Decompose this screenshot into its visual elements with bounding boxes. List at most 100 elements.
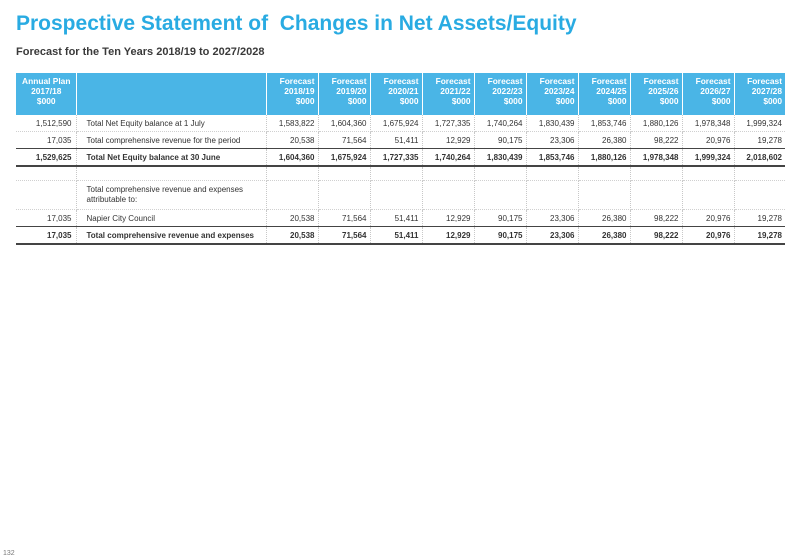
table-cell bbox=[734, 166, 785, 181]
header-line: 2025/26 bbox=[648, 86, 679, 96]
header-line: $000 bbox=[451, 96, 471, 106]
table-cell: 12,929 bbox=[422, 209, 475, 227]
net-assets-equity-table: Annual Plan 2017/18 $000 Forecast 2018/19 $0… bbox=[16, 73, 785, 245]
table-cell bbox=[526, 180, 579, 210]
header-forecast-2020-21: Forecast 2020/21 $000 bbox=[370, 73, 423, 115]
header-line: Forecast bbox=[331, 76, 367, 86]
row-label: Total Net Equity balance at 30 June bbox=[76, 148, 267, 167]
table-cell: 23,306 bbox=[526, 226, 579, 245]
header-line: 2023/24 bbox=[544, 86, 575, 96]
table-row-total: 17,035 Total comprehensive revenue and e… bbox=[16, 226, 785, 245]
header-line: $000 bbox=[347, 96, 367, 106]
table-cell bbox=[370, 166, 423, 181]
header-line: Forecast bbox=[695, 76, 731, 86]
table-cell bbox=[734, 180, 785, 210]
table-cell: 1,740,264 bbox=[474, 115, 527, 132]
header-line: 2022/23 bbox=[492, 86, 523, 96]
header-line: Annual Plan bbox=[22, 76, 71, 86]
table-cell: 71,564 bbox=[318, 226, 371, 245]
table-cell: 98,222 bbox=[630, 209, 683, 227]
table-cell: 23,306 bbox=[526, 131, 579, 149]
table-cell: 1,727,335 bbox=[422, 115, 475, 132]
table-cell bbox=[474, 180, 527, 210]
table-cell bbox=[370, 180, 423, 210]
header-annual-plan-2017-18: Annual Plan 2017/18 $000 bbox=[16, 73, 77, 115]
header-line: Forecast bbox=[487, 76, 523, 86]
header-line: Forecast bbox=[383, 76, 419, 86]
table-cell: 1,999,324 bbox=[682, 148, 735, 167]
table-cell bbox=[16, 180, 77, 210]
header-line: Forecast bbox=[279, 76, 315, 86]
header-forecast-2018-19: Forecast 2018/19 $000 bbox=[266, 73, 319, 115]
header-forecast-2021-22: Forecast 2021/22 $000 bbox=[422, 73, 475, 115]
table-cell: 20,976 bbox=[682, 209, 735, 227]
table-cell: 1,999,324 bbox=[734, 115, 785, 132]
table-cell: 1,604,360 bbox=[266, 148, 319, 167]
table-cell: 20,538 bbox=[266, 226, 319, 245]
page-title: Prospective Statement of Changes in Net … bbox=[16, 12, 577, 35]
table-cell: 1,529,625 bbox=[16, 148, 77, 167]
table-cell: 1,512,590 bbox=[16, 115, 77, 132]
header-line: Forecast bbox=[435, 76, 471, 86]
table-cell: 26,380 bbox=[578, 209, 631, 227]
table-cell bbox=[422, 166, 475, 181]
table-cell bbox=[630, 180, 683, 210]
table-cell: 1,740,264 bbox=[422, 148, 475, 167]
table-cell: 23,306 bbox=[526, 209, 579, 227]
header-line: 2017/18 bbox=[31, 86, 62, 96]
header-forecast-2023-24: Forecast 2023/24 $000 bbox=[526, 73, 579, 115]
table-cell bbox=[422, 180, 475, 210]
header-line: $000 bbox=[607, 96, 627, 106]
table-cell: 20,976 bbox=[682, 226, 735, 245]
page-subtitle: Forecast for the Ten Years 2018/19 to 20… bbox=[16, 46, 265, 58]
table-row-spacer bbox=[16, 166, 785, 181]
table-cell: 1,830,439 bbox=[474, 148, 527, 167]
table-cell: 19,278 bbox=[734, 131, 785, 149]
table-cell: 51,411 bbox=[370, 209, 423, 227]
table-cell: 1,727,335 bbox=[370, 148, 423, 167]
row-label: Total Net Equity balance at 1 July bbox=[76, 115, 267, 132]
table-cell: 19,278 bbox=[734, 209, 785, 227]
header-forecast-2025-26: Forecast 2025/26 $000 bbox=[630, 73, 683, 115]
table-cell: 1,830,439 bbox=[526, 115, 579, 132]
header-description bbox=[76, 73, 267, 115]
header-line: $000 bbox=[711, 96, 731, 106]
table-cell: 1,583,822 bbox=[266, 115, 319, 132]
header-line: $000 bbox=[763, 96, 782, 106]
row-label: Total comprehensive revenue for the peri… bbox=[76, 131, 267, 149]
header-forecast-2022-23: Forecast 2022/23 $000 bbox=[474, 73, 527, 115]
table-cell: 1,675,924 bbox=[370, 115, 423, 132]
table-cell bbox=[266, 180, 319, 210]
table-cell: 20,538 bbox=[266, 131, 319, 149]
table-cell: 71,564 bbox=[318, 131, 371, 149]
table-cell bbox=[318, 166, 371, 181]
header-line: 2021/22 bbox=[440, 86, 471, 96]
table-cell bbox=[266, 166, 319, 181]
row-label: Total comprehensive revenue and expenses bbox=[76, 226, 267, 245]
table-cell: 90,175 bbox=[474, 226, 527, 245]
header-line: Forecast bbox=[747, 76, 782, 86]
table-cell: 17,035 bbox=[16, 131, 77, 149]
table-cell: 17,035 bbox=[16, 209, 77, 227]
table-cell: 1,604,360 bbox=[318, 115, 371, 132]
table-cell: 2,018,602 bbox=[734, 148, 785, 167]
table-cell: 12,929 bbox=[422, 131, 475, 149]
table-row-total: 1,529,625 Total Net Equity balance at 30… bbox=[16, 148, 785, 167]
table-cell: 1,853,746 bbox=[578, 115, 631, 132]
table-cell: 17,035 bbox=[16, 226, 77, 245]
table-cell: 1,978,348 bbox=[630, 148, 683, 167]
header-line: $000 bbox=[295, 96, 315, 106]
header-forecast-2027-28: Forecast 2027/28 $000 bbox=[734, 73, 785, 115]
table-cell: 90,175 bbox=[474, 209, 527, 227]
table-cell: 98,222 bbox=[630, 131, 683, 149]
header-line: $000 bbox=[36, 96, 56, 106]
table-cell: 98,222 bbox=[630, 226, 683, 245]
table-cell: 90,175 bbox=[474, 131, 527, 149]
header-forecast-2024-25: Forecast 2024/25 $000 bbox=[578, 73, 631, 115]
table-cell bbox=[578, 166, 631, 181]
table-cell bbox=[318, 180, 371, 210]
table-cell: 1,978,348 bbox=[682, 115, 735, 132]
header-forecast-2026-27: Forecast 2026/27 $000 bbox=[682, 73, 735, 115]
header-line: 2020/21 bbox=[388, 86, 419, 96]
table-cell: 19,278 bbox=[734, 226, 785, 245]
